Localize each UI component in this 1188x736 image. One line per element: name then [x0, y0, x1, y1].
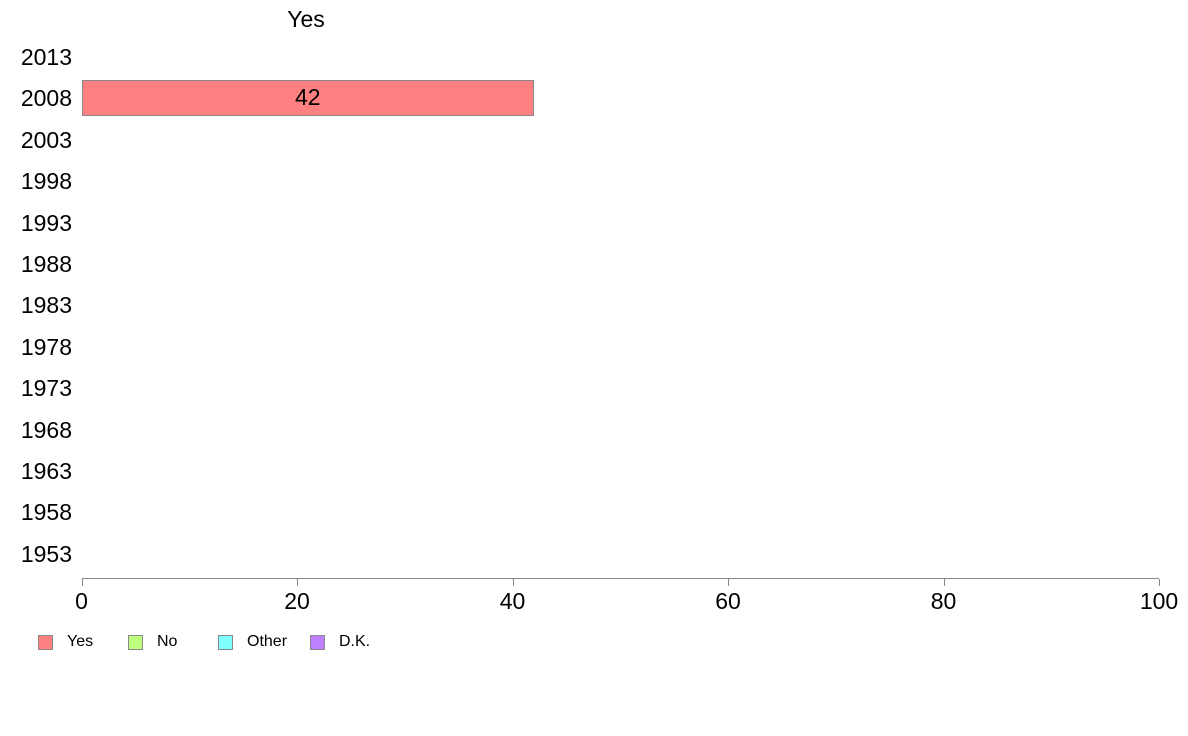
- legend-item-yes: Yes: [38, 634, 93, 650]
- legend-swatch: [38, 634, 53, 650]
- bar-2008: 42: [81, 79, 535, 116]
- x-axis-tick-label: 0: [75, 588, 88, 614]
- x-axis-tick-label: 60: [715, 588, 741, 614]
- y-axis-label: 1973: [20, 375, 72, 402]
- legend-item-no: No: [128, 634, 177, 650]
- legend-item-dk: D.K.: [310, 634, 370, 650]
- x-axis-tick-label: 100: [1139, 588, 1179, 614]
- legend-label: Other: [247, 633, 288, 650]
- bar-value-label: 42: [294, 84, 321, 111]
- x-axis-tick: [728, 579, 729, 586]
- legend-swatch: [218, 634, 233, 650]
- y-axis-label: 1998: [20, 168, 72, 195]
- y-axis-label: 2013: [20, 44, 72, 70]
- legend-label: No: [157, 633, 178, 650]
- x-axis-line: [81, 578, 1159, 579]
- legend-swatch: [128, 634, 143, 650]
- legend-swatch: [310, 634, 325, 650]
- y-axis-label: 1983: [20, 292, 72, 319]
- x-axis-tick: [512, 579, 514, 586]
- legend-item-other: Other: [218, 634, 287, 650]
- legend-label: Yes: [67, 633, 94, 650]
- y-axis-label: 2003: [20, 126, 72, 153]
- y-axis-label: 1988: [20, 251, 72, 277]
- x-axis-tick: [297, 579, 298, 586]
- y-axis-label: 1963: [20, 458, 72, 484]
- y-axis-label: 1958: [20, 499, 72, 526]
- x-axis-tick: [1159, 579, 1160, 586]
- x-axis-tick-label: 40: [499, 588, 526, 614]
- legend-label: D.K.: [339, 633, 371, 650]
- chart-title: Yes: [287, 6, 325, 32]
- y-axis-label: 1978: [20, 333, 72, 360]
- x-axis-tick-label: 20: [284, 588, 310, 614]
- y-axis-label: 2008: [20, 85, 72, 112]
- y-axis-label: 1993: [20, 209, 72, 236]
- y-axis-label: 1953: [20, 540, 72, 567]
- y-axis-label: 1968: [20, 416, 72, 443]
- x-axis-tick: [943, 579, 945, 586]
- x-axis-tick-label: 80: [930, 588, 957, 614]
- x-axis-tick: [81, 579, 83, 586]
